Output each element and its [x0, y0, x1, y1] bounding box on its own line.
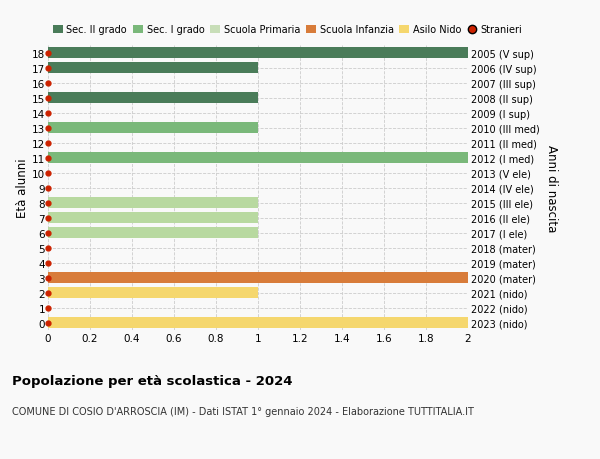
Legend: Sec. II grado, Sec. I grado, Scuola Primaria, Scuola Infanzia, Asilo Nido, Stran: Sec. II grado, Sec. I grado, Scuola Prim… [53, 25, 523, 35]
Bar [48, 318, 468, 328]
Bar [48, 273, 468, 284]
Bar [48, 48, 468, 59]
Y-axis label: Anni di nascita: Anni di nascita [545, 145, 558, 232]
Bar [48, 288, 258, 298]
Y-axis label: Età alunni: Età alunni [16, 158, 29, 218]
Bar [48, 153, 468, 163]
Bar [48, 123, 258, 134]
Bar [48, 213, 258, 224]
Bar [48, 63, 258, 74]
Bar [48, 198, 258, 208]
Text: COMUNE DI COSIO D'ARROSCIA (IM) - Dati ISTAT 1° gennaio 2024 - Elaborazione TUTT: COMUNE DI COSIO D'ARROSCIA (IM) - Dati I… [12, 406, 474, 416]
Bar [48, 93, 258, 104]
Text: Popolazione per età scolastica - 2024: Popolazione per età scolastica - 2024 [12, 374, 293, 387]
Bar [48, 228, 258, 239]
